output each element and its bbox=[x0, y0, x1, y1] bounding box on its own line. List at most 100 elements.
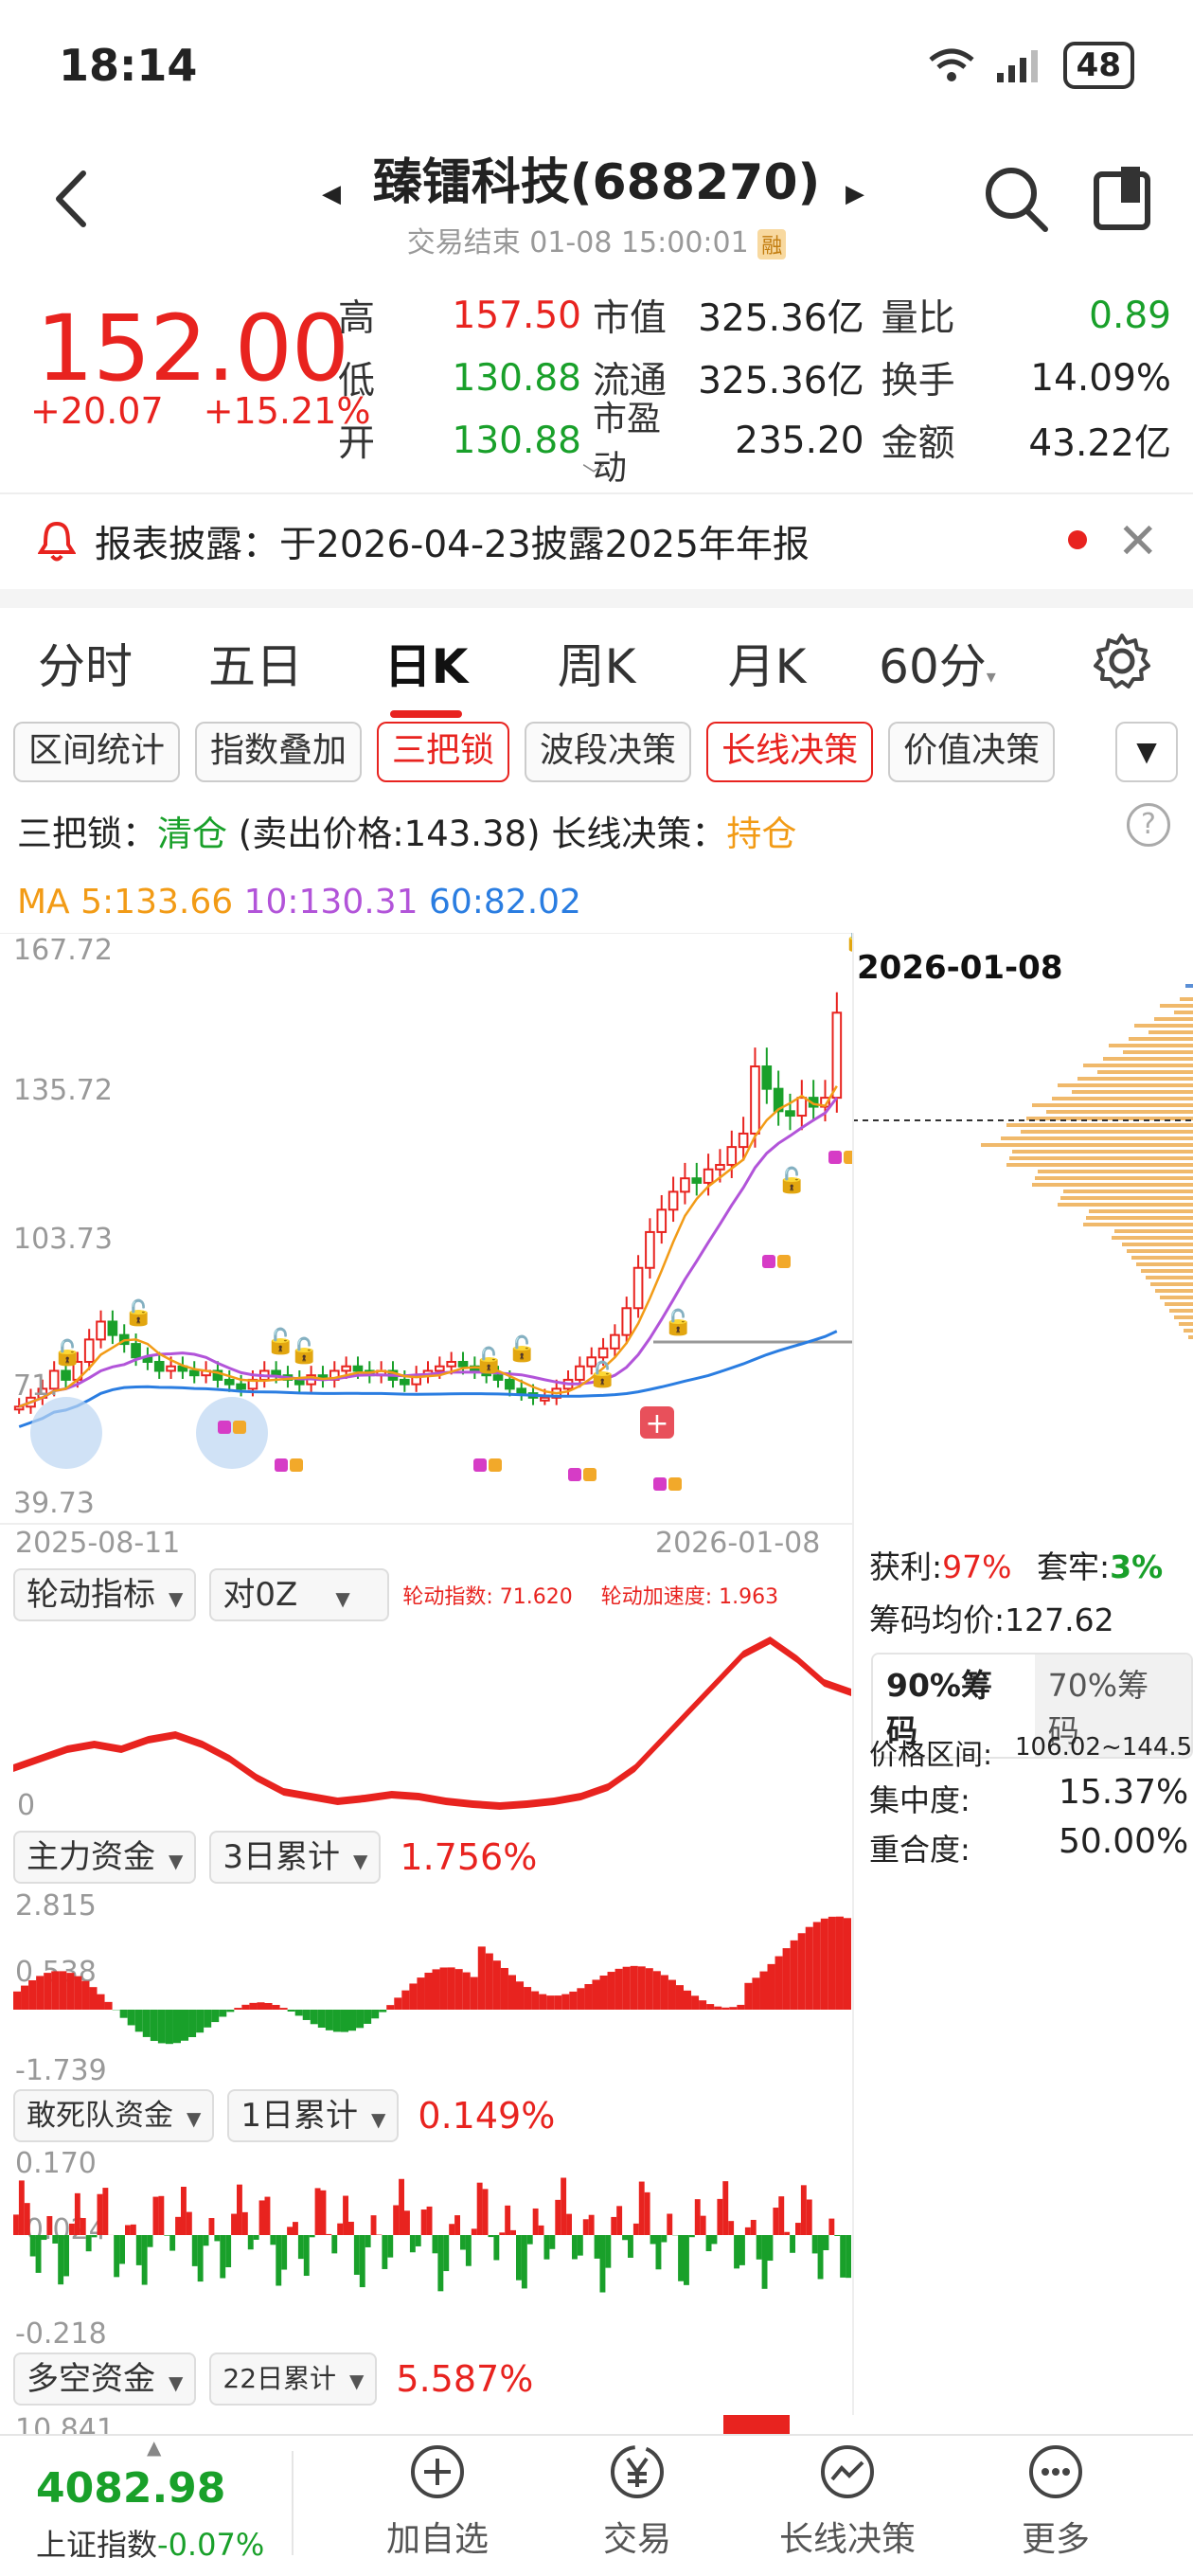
tool-range-stats[interactable]: 区间统计 bbox=[13, 722, 181, 782]
chip-bar bbox=[1174, 1011, 1193, 1014]
divider bbox=[0, 492, 1193, 494]
settings-gear-icon[interactable] bbox=[1091, 630, 1153, 692]
sell-price: 143.38 bbox=[403, 814, 527, 854]
prev-stock-icon[interactable]: ◀ bbox=[322, 180, 341, 208]
fund-bar bbox=[152, 2196, 159, 2235]
indicator4-select[interactable]: 多空资金 ▼ bbox=[13, 2352, 197, 2406]
tab-60min[interactable]: 60分▾ bbox=[879, 639, 996, 694]
fund-bar bbox=[41, 2235, 47, 2241]
fund-bar bbox=[449, 2224, 455, 2235]
tool-bubble-icon[interactable] bbox=[30, 1397, 102, 1469]
tool-three-locks[interactable]: 三把锁 bbox=[377, 722, 510, 782]
indicator3-select[interactable]: 敢死队资金 ▼ bbox=[13, 2089, 215, 2142]
fund-bar bbox=[203, 2235, 209, 2246]
nav-add-watchlist[interactable]: 加自选 bbox=[343, 2443, 532, 2561]
fund-bar bbox=[13, 1991, 22, 2010]
price-change: +20.07 +15.21% bbox=[30, 390, 371, 432]
add-marker-icon[interactable] bbox=[640, 1406, 674, 1439]
fund-bar bbox=[734, 2235, 739, 2269]
fund-bar bbox=[650, 2235, 656, 2245]
chip-bar bbox=[1083, 1064, 1193, 1067]
candle bbox=[352, 1365, 364, 1372]
indicator1-select[interactable]: 轮动指标 ▼ bbox=[13, 1568, 197, 1621]
fund-bar bbox=[737, 2004, 745, 2010]
fund-bar bbox=[439, 1967, 448, 2010]
fund-bar bbox=[181, 2010, 189, 2041]
indicator2-mode-select[interactable]: 3日累计 ▼ bbox=[209, 1831, 382, 1884]
tool-swing-decision[interactable]: 波段决策 bbox=[525, 722, 692, 782]
indicator4-mode-select[interactable]: 22日累计 ▼ bbox=[209, 2352, 378, 2406]
chip-70-tab[interactable]: 70%筹码 bbox=[1034, 1655, 1191, 1757]
fund-bar bbox=[91, 2235, 98, 2238]
indicator2-select[interactable]: 主力资金 ▼ bbox=[13, 1831, 197, 1884]
chip-bar bbox=[1112, 1236, 1193, 1240]
quote-value: 235.20 bbox=[735, 419, 864, 462]
fund-bar bbox=[684, 1990, 692, 2010]
back-icon[interactable] bbox=[47, 166, 95, 232]
fund-bar bbox=[356, 2010, 365, 2029]
indicator1-mode-select[interactable]: 对0Z ▼ bbox=[209, 1568, 390, 1621]
fund-bar bbox=[225, 2235, 232, 2267]
search-icon[interactable] bbox=[983, 163, 1049, 233]
tab-intraday[interactable]: 分时 bbox=[38, 639, 133, 694]
chip-bar bbox=[1021, 1130, 1193, 1134]
quote-label: 换手 bbox=[881, 360, 955, 402]
chip-bar bbox=[1123, 1050, 1193, 1054]
help-icon[interactable]: ? bbox=[1127, 803, 1170, 847]
fund-bar bbox=[241, 2004, 250, 2010]
index-label[interactable]: 上证指数-0.07% bbox=[36, 2521, 264, 2565]
tab-monthly-k[interactable]: 月K bbox=[727, 639, 807, 694]
fund-bar bbox=[158, 2195, 165, 2235]
tool-long-decision[interactable]: 长线决策 bbox=[706, 722, 874, 782]
quote-label: 低 bbox=[338, 360, 376, 402]
signal-icon bbox=[996, 50, 1038, 82]
nav-more[interactable]: 更多 bbox=[961, 2443, 1150, 2561]
close-icon[interactable]: ✕ bbox=[1117, 513, 1159, 570]
fund-bar bbox=[303, 2235, 310, 2277]
fund-bar bbox=[63, 2235, 69, 2277]
report-notice[interactable]: 报表披露：于2026-04-23披露2025年年报 bbox=[0, 494, 1193, 589]
more-tools-icon[interactable]: ▼ bbox=[1115, 722, 1178, 782]
next-stock-icon[interactable]: ▶ bbox=[846, 180, 864, 208]
fund-bar bbox=[231, 2213, 237, 2235]
quote-row: 低 130.88 流通 325.36亿 换手 14.09% bbox=[338, 347, 1171, 409]
fund-bar bbox=[454, 1969, 463, 2010]
candle bbox=[738, 1132, 749, 1149]
tool-index-overlay[interactable]: 指数叠加 bbox=[195, 722, 363, 782]
fund-bar bbox=[81, 1980, 90, 2010]
fund-bar bbox=[462, 1972, 471, 2010]
stock-header: 臻镭科技(688270) 交易结束 01-08 15:00:01 融 bbox=[0, 142, 1193, 260]
share-icon[interactable] bbox=[1091, 163, 1153, 231]
tool-value-decision[interactable]: 价值决策 bbox=[888, 722, 1056, 782]
dare-fund-value: 0.149% bbox=[418, 2095, 556, 2137]
candle bbox=[153, 1361, 165, 1372]
tab-weekly-k[interactable]: 周K bbox=[557, 639, 636, 694]
index-value[interactable]: 4082.98 bbox=[36, 2464, 226, 2513]
tool-bubble-icon[interactable] bbox=[196, 1397, 268, 1469]
tab-five-day[interactable]: 五日 bbox=[208, 639, 303, 694]
expand-up-icon[interactable]: ▲ bbox=[147, 2436, 162, 2459]
nav-long-decision[interactable]: 长线决策 bbox=[753, 2443, 942, 2561]
chip-bar bbox=[1180, 997, 1193, 1001]
quote-label: 量比 bbox=[881, 297, 955, 340]
chip-bar bbox=[1001, 1136, 1193, 1140]
fund-bar bbox=[387, 2235, 394, 2258]
nav-trade[interactable]: 交易 bbox=[543, 2443, 732, 2561]
kline-chart[interactable]: 167.72 135.72 103.73 71. 39.73 + 🔓🔓🔓🔓 🔓 🔓🔓… bbox=[0, 933, 852, 1525]
fund-bar bbox=[204, 2010, 212, 2028]
tab-daily-k[interactable]: 日K bbox=[341, 629, 511, 718]
fund-bar bbox=[208, 2218, 215, 2235]
candle bbox=[680, 1177, 690, 1193]
indicator3-mode-select[interactable]: 1日累计 ▼ bbox=[227, 2089, 400, 2142]
chip-90-tab[interactable]: 90%筹码 bbox=[873, 1655, 1035, 1757]
chip-bar bbox=[1114, 1229, 1193, 1233]
y-top: 0.170 bbox=[15, 2147, 97, 2180]
fund-bar bbox=[644, 2191, 650, 2235]
unlock-marker-icon: 🔓 bbox=[473, 1346, 504, 1375]
indicator4-mode-label: 22日累计 bbox=[223, 2363, 337, 2394]
candle bbox=[212, 1369, 223, 1381]
candle bbox=[796, 1097, 808, 1118]
expand-chevron-icon[interactable]: ﹀ bbox=[582, 462, 605, 489]
fund-bar bbox=[270, 2235, 276, 2245]
candle bbox=[621, 1307, 632, 1336]
